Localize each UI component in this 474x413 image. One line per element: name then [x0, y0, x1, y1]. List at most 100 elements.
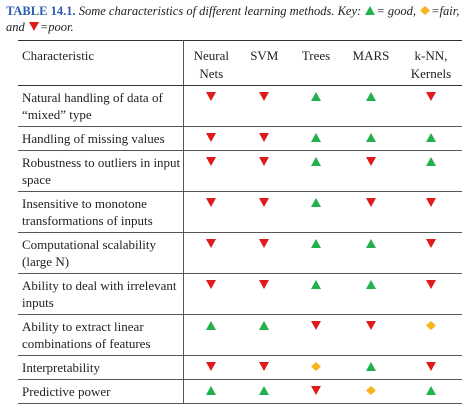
rating-symbol: [365, 362, 376, 371]
rating-cell: [341, 191, 400, 233]
rating-cell: [399, 232, 462, 274]
rating-cell: [341, 150, 400, 192]
caption: TABLE 14.1. Some characteristics of diff…: [6, 3, 468, 35]
row: Insensitive to monotone transformations …: [18, 191, 462, 233]
row: Natural handling of data of “mixed” type: [18, 85, 462, 127]
rating-cell: [183, 150, 239, 192]
row: Robustness to outliers in input space: [18, 150, 462, 192]
rating-symbol: [425, 198, 436, 207]
rating-symbol: [206, 92, 217, 101]
rating-symbol: [259, 92, 270, 101]
row-label: Ability to extract linear combinations o…: [18, 314, 185, 356]
row: Interpretability: [18, 355, 462, 380]
rating-cell: [183, 273, 239, 315]
header-cell: Neural Nets: [183, 40, 239, 86]
rating-cell: [183, 355, 239, 380]
rating-symbol: [365, 239, 376, 248]
rating-symbol: [425, 321, 436, 330]
header-row: Characteristic Neural Nets SVM Trees MARS k-N…: [18, 40, 462, 86]
row-label: Ability to deal with irrelevant inputs: [18, 273, 185, 315]
rating-cell: [399, 379, 462, 404]
header-cell: Trees: [290, 40, 342, 86]
rating-symbol: [365, 386, 376, 395]
rating-symbol: [365, 133, 376, 142]
rating-symbol: [311, 92, 322, 101]
rating-cell: [183, 314, 239, 356]
rating-symbol: [206, 362, 217, 371]
rating-cell: [290, 232, 342, 274]
rating-cell: [399, 150, 462, 192]
row: Ability to extract linear combinations o…: [18, 314, 462, 356]
rating-symbol: [206, 280, 217, 289]
rating-symbol: [206, 157, 217, 166]
rating-cell: [183, 232, 239, 274]
rating-cell: [399, 85, 462, 127]
rating-symbol: [420, 6, 431, 15]
rating-cell: [290, 273, 342, 315]
rating-cell: [290, 379, 342, 404]
rating-cell: [290, 191, 342, 233]
rating-cell: [183, 85, 239, 127]
rating-cell: [399, 273, 462, 315]
rating-symbol: [365, 198, 376, 207]
rating-cell: [290, 355, 342, 380]
caption-text: Some characteristics of different learni…: [78, 4, 362, 18]
rating-symbol: [206, 198, 217, 207]
rating-cell: [238, 355, 291, 380]
row: Ability to deal with irrelevant inputs: [18, 273, 462, 315]
rating-symbol: [311, 198, 322, 207]
rating-cell: [399, 355, 462, 380]
row-label: Predictive power: [18, 379, 185, 404]
rating-cell: [341, 232, 400, 274]
rating-cell: [290, 314, 342, 356]
caption-label: TABLE 14.1.: [6, 4, 76, 18]
rating-cell: [238, 232, 291, 274]
rating-cell: [399, 314, 462, 356]
rating-symbol: [259, 133, 270, 142]
rating-symbol: [259, 239, 270, 248]
rating-symbol: [425, 362, 436, 371]
rating-symbol: [425, 239, 436, 248]
rating-symbol: [28, 22, 39, 31]
rating-cell: [399, 191, 462, 233]
rating-cell: [238, 191, 291, 233]
rating-symbol: [259, 280, 270, 289]
rating-symbol: [206, 386, 217, 395]
rating-cell: [341, 126, 400, 151]
rating-cell: [183, 191, 239, 233]
rating-symbol: [425, 92, 436, 101]
row-label: Robustness to outliers in input space: [18, 150, 185, 192]
rating-cell: [238, 273, 291, 315]
row-label: Computational scalability (large N): [18, 232, 185, 274]
row-label: Handling of missing values: [18, 126, 185, 151]
row: Predictive power: [18, 379, 462, 404]
key-text: = good,: [376, 4, 416, 18]
rating-symbol: [425, 280, 436, 289]
rating-cell: [341, 379, 400, 404]
header-cell: SVM: [238, 40, 291, 86]
rating-cell: [238, 126, 291, 151]
row: Computational scalability (large N): [18, 232, 462, 274]
row-label: Insensitive to monotone transformations …: [18, 191, 185, 233]
rating-symbol: [365, 280, 376, 289]
rating-symbol: [425, 386, 436, 395]
rating-cell: [238, 379, 291, 404]
rating-symbol: [259, 386, 270, 395]
rating-cell: [399, 126, 462, 151]
rating-cell: [238, 314, 291, 356]
rating-symbol: [365, 6, 376, 15]
row: Handling of missing values: [18, 126, 462, 151]
rating-symbol: [259, 362, 270, 371]
rating-symbol: [365, 92, 376, 101]
rating-cell: [341, 355, 400, 380]
rating-symbol: [365, 321, 376, 330]
rating-symbol: [425, 157, 436, 166]
rating-cell: [290, 126, 342, 151]
row-label: Interpretability: [18, 355, 185, 380]
rating-cell: [183, 126, 239, 151]
key-text: =poor.: [39, 20, 74, 34]
rating-cell: [341, 85, 400, 127]
rating-symbol: [259, 198, 270, 207]
rating-cell: [183, 379, 239, 404]
